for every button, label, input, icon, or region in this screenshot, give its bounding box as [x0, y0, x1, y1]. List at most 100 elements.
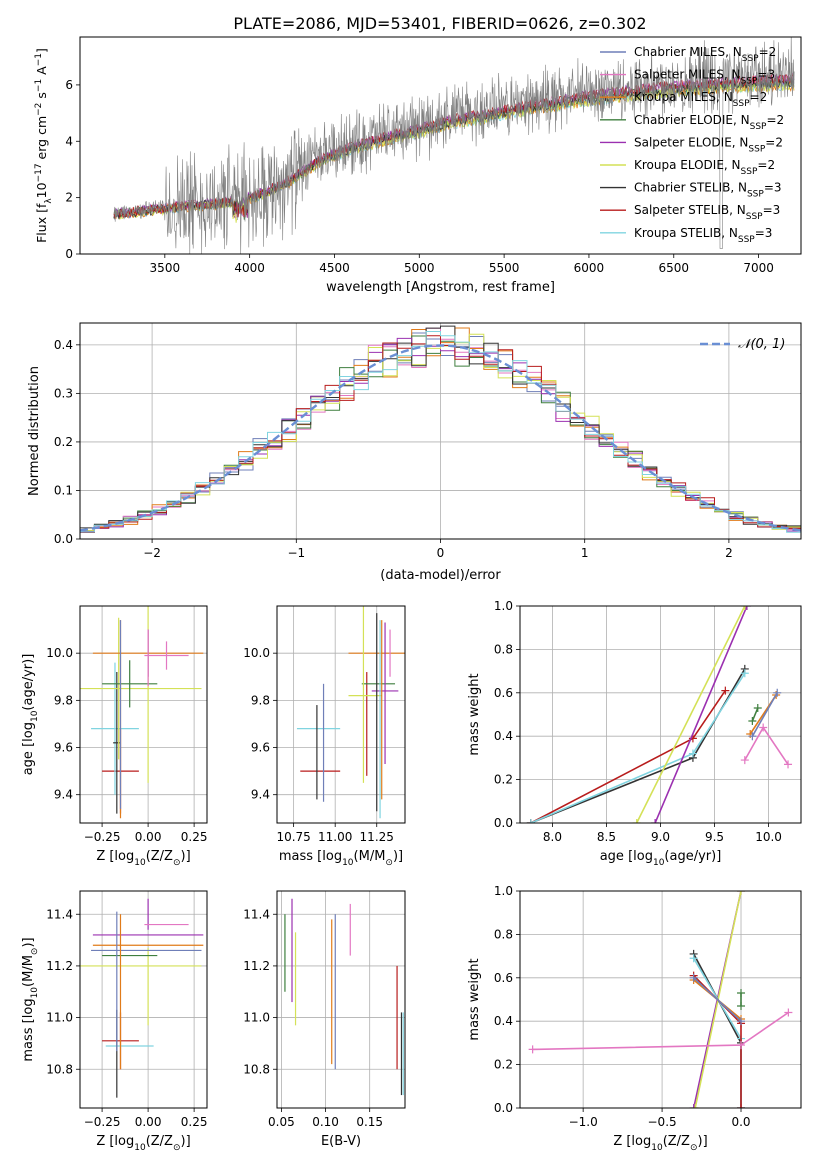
- legend-entry: Chabrier MILES, NSSP=2: [600, 45, 776, 64]
- series-point: [651, 819, 660, 823]
- legend-label: Salpeter STELIB, NSSP=3: [634, 203, 780, 222]
- series-point: [737, 988, 746, 997]
- series-point: [691, 1104, 700, 1108]
- errorbar-layer: [296, 606, 405, 819]
- y-tick-label: 9.4: [251, 788, 270, 802]
- observed-spectrum: [113, 37, 795, 254]
- series-point: [784, 1008, 793, 1017]
- legend-entry: Chabrier STELIB, NSSP=3: [600, 181, 782, 200]
- series-line: [693, 957, 742, 1108]
- y-tick-label: 10.8: [46, 1062, 73, 1076]
- x-axis-label: Z [log10(Z/Z⊙)]: [96, 849, 190, 868]
- x-tick-label: −0.25: [84, 1115, 121, 1129]
- y-tick-label: 2: [65, 191, 73, 205]
- y-tick-label: 11.4: [243, 907, 270, 921]
- y-tick-label: 4: [65, 134, 73, 148]
- x-axis-label: E(B-V): [321, 1134, 361, 1149]
- x-tick-label: 2: [725, 546, 733, 560]
- spectrum-panel: 3500 4000 4500 5000 5500 6000 6500 7000 0 2 4 6 wave…: [34, 36, 802, 295]
- legend: Chabrier MILES, NSSP=2 Salpeter MILES, NS…: [600, 45, 784, 245]
- x-tick-label: 0.25: [181, 830, 208, 844]
- y-tick-label: 0.8: [494, 927, 513, 941]
- x-axis-label: mass [log10(M/M⊙)]: [279, 849, 403, 868]
- y-axis-label: Normed distribution: [27, 366, 42, 496]
- y-tick-label: 0.4: [494, 1014, 513, 1028]
- series-point: [737, 891, 746, 895]
- y-tick-label: 11.0: [46, 1011, 73, 1025]
- legend-label: Kroupa STELIB, NSSP=3: [634, 226, 772, 245]
- x-tick-label: 9.5: [705, 830, 724, 844]
- y-tick-label: 9.6: [251, 741, 270, 755]
- x-tick-label: 1: [581, 546, 589, 560]
- series-point: [740, 756, 749, 765]
- axes-frame: [519, 890, 802, 1109]
- x-tick-label: 0.0: [731, 1115, 750, 1129]
- legend-entry: Kroupa ELODIE, NSSP=2: [600, 158, 775, 177]
- x-axis-label: wavelength [Angstrom, rest frame]: [326, 280, 555, 295]
- age-weight-panel: 8.0 8.5 9.0 9.5 10.0 0.0 0.2 0.4 0.6 0.8 1.0 age [l…: [467, 599, 802, 868]
- gaussian-curve: [80, 344, 801, 532]
- series-line: [530, 672, 746, 823]
- x-tick-label: −2: [143, 546, 161, 560]
- series-point: [784, 760, 793, 769]
- series-point: [753, 703, 762, 712]
- legend-label: Kroupa MILES, NSSP=2: [634, 90, 767, 109]
- x-tick-label: 0.15: [356, 1115, 383, 1129]
- z-weight-panel: −1.0 −0.5 0.0 0.0 0.2 0.4 0.6 0.8 1.0 Z [log10(Z/…: [467, 884, 802, 1153]
- x-tick-label: 4000: [234, 261, 265, 275]
- series-point: [759, 723, 768, 732]
- series-point: [528, 1045, 537, 1054]
- grid: [277, 891, 405, 1108]
- residual-histogram: [80, 331, 801, 533]
- series-point: [688, 749, 697, 758]
- x-tick-label: 8.5: [597, 830, 616, 844]
- y-tick-label: 0.2: [494, 773, 513, 787]
- y-tick-label: 10.8: [243, 1062, 270, 1076]
- axes-frame: [79, 890, 208, 1109]
- axes-frame: [276, 605, 406, 824]
- series-point: [773, 688, 782, 697]
- series-line: [693, 975, 742, 1108]
- series-line: [751, 692, 778, 737]
- gaussian-legend-label: 𝒩(0, 1): [738, 337, 785, 352]
- y-tick-label: 0.8: [494, 642, 513, 656]
- y-tick-label: 0.2: [54, 435, 73, 449]
- x-tick-label: 5500: [489, 261, 520, 275]
- x-tick-label: 10.75: [276, 830, 310, 844]
- mass-age-panel: 10.75 11.00 11.25 9.4 9.6 9.8 10.0 mass [log10(…: [243, 605, 406, 868]
- series-point: [748, 732, 757, 741]
- series-line: [693, 977, 742, 1022]
- grid: [277, 606, 405, 823]
- x-tick-label: −1: [287, 546, 305, 560]
- legend-entry: Chabrier ELODIE, NSSP=2: [600, 113, 784, 132]
- x-tick-label: 0.00: [135, 830, 162, 844]
- x-tick-label: 0.10: [312, 1115, 339, 1129]
- series-line: [530, 668, 746, 823]
- series-point: [721, 686, 730, 695]
- legend-entry: Salpeter ELODIE, NSSP=2: [600, 135, 783, 154]
- y-tick-label: 10.0: [243, 646, 270, 660]
- x-tick-label: 0.00: [135, 1115, 162, 1129]
- series-layer: [528, 891, 793, 1108]
- figure-title: PLATE=2086, MJD=53401, FIBERID=0626, z=0…: [233, 14, 646, 33]
- residual-histogram: [80, 325, 801, 529]
- y-tick-label: 11.4: [46, 907, 73, 921]
- z-mass-panel: −0.25 0.00 0.25 10.8 11.0 11.2 11.4 Z [log10(Z/…: [21, 890, 208, 1153]
- x-tick-label: 11.00: [318, 830, 352, 844]
- x-tick-label: 6500: [658, 261, 689, 275]
- errorbar-layer: [284, 898, 404, 1096]
- series-point: [737, 1017, 746, 1026]
- y-tick-label: 9.8: [54, 693, 73, 707]
- x-tick-label: 3500: [150, 261, 181, 275]
- series-line: [654, 606, 748, 823]
- legend-label: Chabrier STELIB, NSSP=3: [634, 181, 782, 200]
- ebv-mass-panel: 0.05 0.10 0.15 10.8 11.0 11.2 11.4 E(B-V): [243, 890, 406, 1149]
- x-tick-label: 4500: [319, 261, 350, 275]
- series-point: [737, 1104, 746, 1108]
- series-line: [751, 707, 759, 722]
- x-tick-label: 5000: [404, 261, 435, 275]
- grid: [520, 605, 801, 824]
- legend-label: Chabrier ELODIE, NSSP=2: [634, 113, 784, 132]
- y-axis-label: Flux [fλ10−17 erg cm−2 s−1 A−1]: [34, 48, 54, 243]
